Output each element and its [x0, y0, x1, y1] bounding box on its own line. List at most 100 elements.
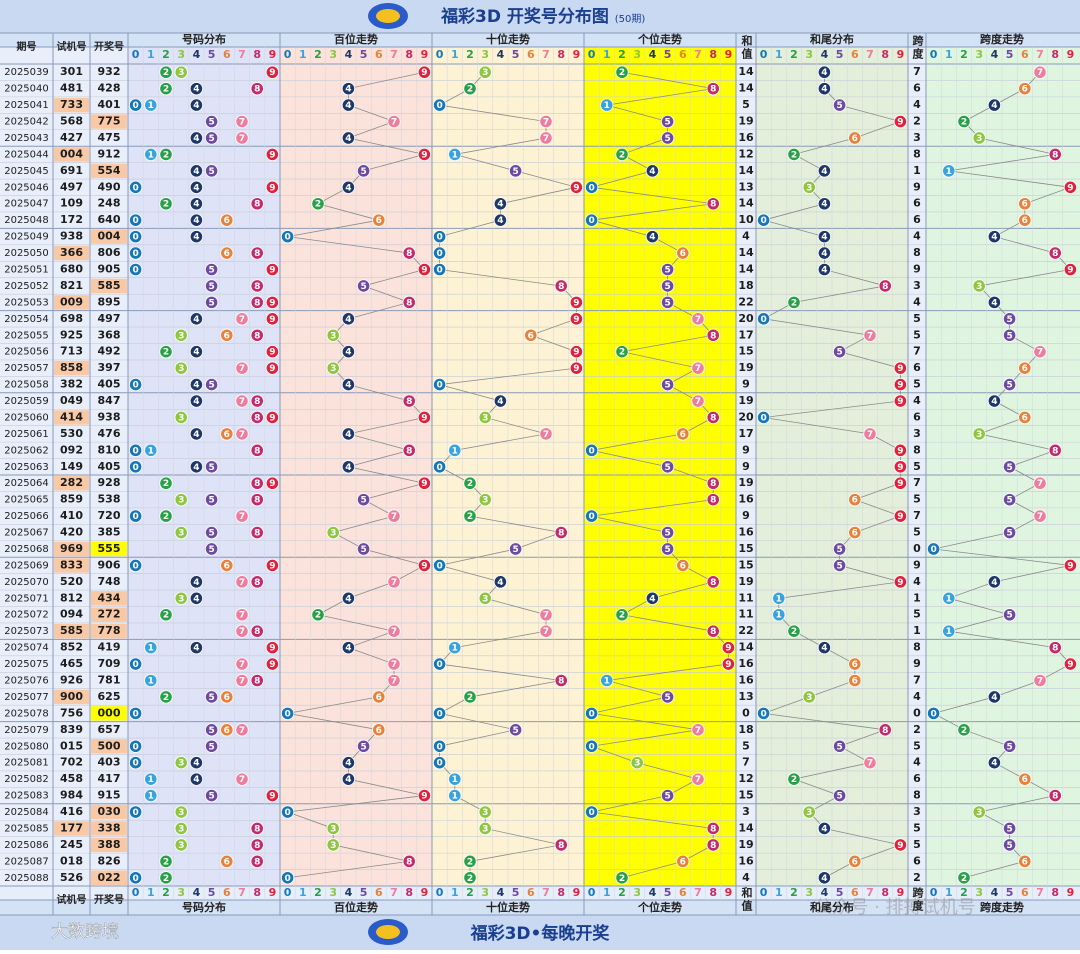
ball-circle	[326, 838, 340, 852]
digit-header: 9	[269, 886, 277, 899]
draw-highlight	[91, 739, 127, 754]
ball: 5	[1002, 739, 1017, 753]
digit-header: 6	[375, 48, 383, 61]
ball-circle	[265, 295, 279, 309]
ball: 7	[235, 312, 249, 326]
span: 5	[913, 821, 921, 834]
ball-circle	[235, 657, 249, 671]
ball-circle	[1018, 197, 1032, 211]
ball-circle	[1018, 82, 1032, 96]
ball: 0	[280, 706, 295, 720]
digit-header: 9	[897, 48, 905, 61]
ball-circle	[189, 377, 203, 392]
ball-circle	[1048, 788, 1062, 803]
span: 1	[913, 164, 921, 177]
bottom-bar	[0, 915, 1080, 950]
ball-circle	[987, 295, 1002, 309]
ball-circle	[205, 493, 219, 507]
ball-digit: 8	[254, 282, 260, 292]
digit-header: 4	[497, 886, 505, 899]
digit-header: 7	[866, 886, 874, 899]
ball: 3	[174, 525, 188, 540]
ball: 7	[863, 328, 877, 342]
ball-digit: 4	[345, 759, 351, 769]
ball-digit: 6	[224, 249, 230, 259]
digit-header: 6	[223, 886, 231, 899]
ball-digit: 8	[254, 249, 260, 259]
ball: 0	[432, 246, 447, 260]
ball-digit: 6	[1022, 775, 1028, 785]
ball-digit: 8	[254, 85, 260, 95]
digit-header: 9	[725, 886, 733, 899]
span: 3	[913, 805, 921, 818]
ball: 3	[478, 591, 492, 605]
digit-header: 3	[805, 886, 813, 899]
ball-digit: 0	[132, 660, 138, 670]
digit-header: 7	[694, 48, 702, 61]
ball: 5	[1002, 608, 1017, 622]
ball-circle	[1063, 262, 1078, 277]
ball-circle	[660, 542, 675, 556]
ball-circle	[802, 180, 816, 194]
ball-circle	[448, 641, 462, 655]
draw: 906	[98, 558, 121, 571]
ball: 9	[417, 476, 431, 490]
ball-circle	[220, 213, 234, 227]
ball-circle	[129, 460, 143, 474]
ball: 6	[220, 246, 234, 260]
ball: 6	[848, 673, 862, 688]
ball: 7	[1033, 65, 1047, 79]
ball: 7	[539, 427, 553, 441]
ball-digit: 6	[1022, 85, 1028, 95]
ball-circle	[402, 443, 416, 457]
ball-circle	[235, 114, 249, 129]
ball-circle	[1048, 641, 1062, 655]
ball: 5	[205, 723, 219, 737]
ball: 8	[250, 838, 264, 852]
trial-highlight	[54, 558, 89, 573]
period: 2025062	[4, 445, 49, 456]
ball-circle	[1002, 525, 1017, 540]
span: 4	[913, 98, 921, 111]
ball-digit: 2	[619, 611, 625, 621]
ball: 6	[848, 131, 862, 145]
ball-circle	[144, 641, 158, 655]
ball-circle	[787, 295, 801, 309]
ball: 5	[1002, 493, 1017, 507]
trial: 858	[60, 361, 83, 374]
ball-circle	[478, 493, 492, 507]
ball-digit: 1	[148, 644, 154, 654]
sum: 16	[738, 131, 754, 144]
ball-circle	[250, 525, 264, 540]
ball-circle	[539, 131, 553, 145]
ball-digit: 0	[132, 742, 138, 752]
digit-header: 1	[451, 48, 459, 61]
ball-circle	[144, 98, 158, 112]
ball: 6	[676, 854, 690, 868]
ball: 9	[265, 361, 279, 375]
ball: 3	[478, 821, 492, 836]
period: 2025074	[4, 643, 49, 654]
ball-digit: 0	[132, 101, 138, 111]
ball: 1	[448, 443, 462, 457]
section-bg	[0, 33, 1080, 47]
ball-circle	[848, 854, 862, 868]
ball: 8	[878, 279, 892, 293]
ball-circle	[189, 213, 203, 227]
ball-digit: 7	[391, 627, 397, 637]
ball-digit: 7	[543, 134, 549, 144]
ball-digit: 5	[208, 463, 214, 473]
column-header: 开奖号	[94, 893, 124, 906]
ball-circle	[463, 854, 477, 868]
ball-circle	[802, 805, 816, 819]
ball-circle	[893, 377, 908, 392]
draw: 405	[98, 378, 121, 391]
ball: 0	[756, 312, 771, 326]
ball-circle	[235, 131, 249, 145]
ball: 5	[356, 164, 371, 178]
ball-digit: 2	[163, 512, 169, 522]
ball: 4	[493, 213, 507, 227]
ball-circle	[893, 838, 908, 852]
digit-header: 7	[542, 886, 550, 899]
ball-digit: 0	[930, 545, 936, 555]
